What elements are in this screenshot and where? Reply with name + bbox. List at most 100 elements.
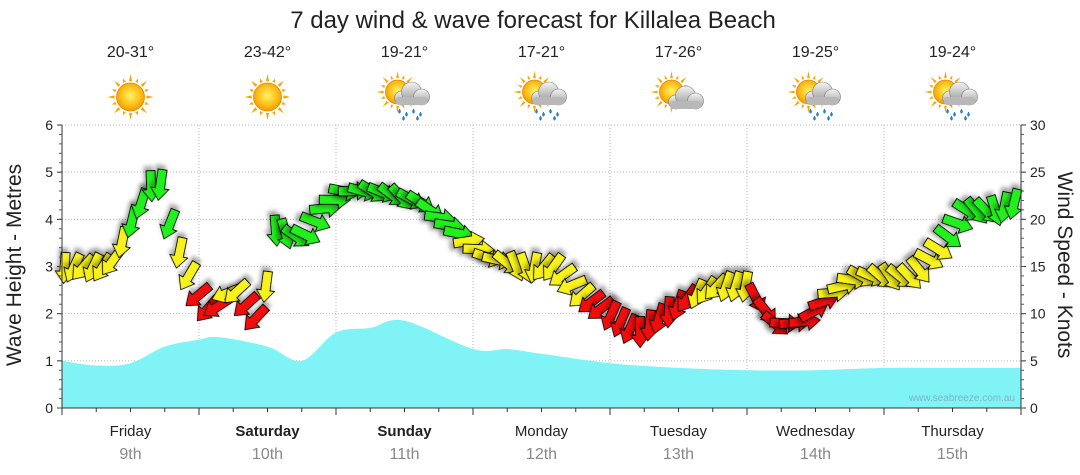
sun-ray [930,100,937,107]
sun-ray [817,77,824,84]
sun-ray [135,78,139,83]
rain-drops [398,108,422,121]
wind-arrow [178,260,202,291]
sun-ray [791,85,797,88]
sun-ray [807,105,810,113]
wind-arrow-shape [233,290,262,317]
sun-ray [251,107,258,114]
sun-ray [924,90,932,94]
sun-ray [281,89,286,93]
wind-arrow-shape [941,213,974,234]
rain-drop [556,111,559,117]
sun-ray [249,89,254,93]
x-label-day-date: 10th [252,446,283,463]
sun-ray [949,104,953,109]
sun-ray [654,96,660,99]
x-label-day-date: 11th [390,446,420,463]
rain-drop [412,108,415,114]
sun-ray [656,77,663,84]
sun-cloud-rain-icon [787,71,841,121]
rain-drop [549,108,552,114]
y-tick-label-left: 6 [45,117,53,133]
sun-ray [793,77,800,84]
wind-arrow-shape [169,236,189,269]
sun-ray [396,71,399,79]
sun-ray [543,77,550,84]
y-tick-label-left: 1 [45,353,53,369]
sun-ray [390,75,394,80]
rain-drop [539,115,542,121]
wind-arrow-shape [905,254,930,283]
sun-ray [122,111,126,116]
rain-drop [946,108,949,114]
sun-ray [928,96,934,99]
sun-ray [533,71,536,79]
rain-drops [946,108,970,121]
sun-ray [513,90,521,94]
sun-ray [390,104,394,109]
y-axis-left-label: Wave Height - Metres [3,164,26,366]
sun-ray [930,77,937,84]
rain-drop [967,111,970,117]
wind-arrow-shape [130,187,151,220]
sun-ray [244,95,252,99]
wind-arrow-shape [912,247,944,270]
sun-ray [265,74,270,82]
x-label-day-date: 15th [937,446,968,463]
x-axis-labels: Friday 9th Saturday 10th Sunday 11th Monday 12t… [110,423,985,463]
sun-ray [807,71,810,79]
cloud-base [395,97,428,105]
sun-ray [277,107,284,114]
wind-arrow [224,277,252,304]
sun-disc [253,82,282,112]
y-tick-label-right: 30 [1030,117,1046,133]
wind-arrow [255,270,276,303]
wind-arrow-shape [932,223,962,248]
day-temperature: 23-42° [244,44,291,61]
sun-icon [107,74,154,120]
sun-ray [538,75,542,80]
rain-drop [813,115,816,121]
x-label-day-name: Monday [515,423,569,440]
sun-ray [122,78,126,83]
wind-arrow [169,236,189,269]
rain-drop [950,115,953,121]
x-label-day-name: Friday [110,423,152,440]
sun-ray [135,111,139,116]
sun-ray [259,78,263,83]
sun-ray [251,80,258,87]
sun-ray [283,95,291,99]
sun-rays [244,74,291,120]
wind-arrow-shape [244,303,271,331]
day-temperature: 19-21° [381,44,428,61]
sun-ray [382,77,389,84]
sun-ray [787,90,795,94]
sun-ray [656,100,663,107]
cloud [394,81,430,106]
sun-ray [107,95,115,99]
sun-ray [396,105,399,113]
sun-ray [938,104,942,109]
rain-drop [827,115,830,121]
sun-ray [380,85,386,88]
cloud [531,81,567,106]
sun-ray [114,80,121,87]
wind-arrow-shape [289,223,321,246]
x-label-day-date: 13th [663,446,694,463]
day-temperature: 17-26° [655,44,702,61]
cloud [805,81,841,106]
sun-ray [538,104,542,109]
rain-drop [953,111,956,117]
wind-arrow [905,254,930,283]
chart-title: 7 day wind & wave forecast for Killalea … [290,7,776,34]
sun-ray [112,89,117,93]
cloud [668,85,704,110]
y-tick-label-right: 20 [1030,211,1046,227]
wind-arrow-shape [255,270,276,303]
sun-ray [533,105,536,113]
sun-cloud-rain-icon [924,71,978,121]
sun-ray [144,101,149,105]
sun-ray [944,105,947,113]
wind-arrow-shape [556,274,589,296]
